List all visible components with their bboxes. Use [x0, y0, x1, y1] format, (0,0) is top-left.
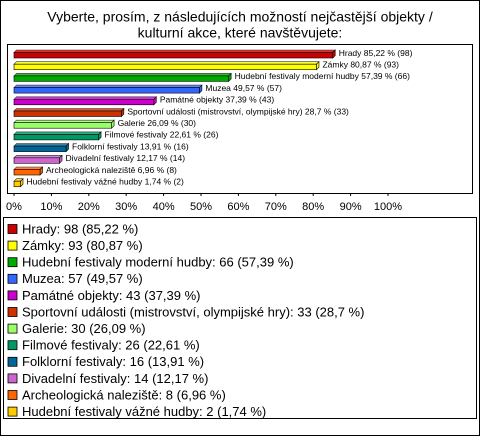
- legend-swatch: [7, 373, 18, 384]
- bar: [13, 122, 112, 129]
- data-label: Zámky 80,87 % (93): [322, 59, 399, 69]
- x-tick-label: 30%: [115, 201, 137, 213]
- bar: [13, 87, 200, 94]
- data-label: Sportovní události (mistrovství, olympij…: [127, 106, 349, 116]
- legend-swatch: [7, 257, 18, 268]
- bar-depth: [13, 166, 44, 170]
- bar-depth: [13, 96, 158, 100]
- legend-swatch: [7, 240, 18, 251]
- legend-label: Hrady: 98 (85,22 %): [22, 221, 138, 236]
- bar: [13, 145, 67, 152]
- data-label: Památné objekty 37,39 % (43): [160, 95, 275, 105]
- bar: [13, 157, 60, 164]
- legend-swatch: [7, 323, 18, 334]
- data-label: Galerie 26,09 % (30): [118, 118, 197, 128]
- legend-label: Sportovní události (mistrovství, olympij…: [22, 304, 364, 319]
- bar-depth: [13, 84, 203, 88]
- data-label: Muzea 49,57 % (57): [205, 83, 282, 93]
- legend-label: Zámky: 93 (80,87 %): [22, 238, 143, 253]
- legend-label: Divadelní festivaly: 14 (12,17 %): [22, 371, 208, 386]
- x-tick-label: 70%: [265, 201, 287, 213]
- bar-depth: [13, 108, 125, 112]
- legend-label: Památné objekty: 43 (37,39 %): [22, 288, 201, 303]
- legend-label: Galerie: 30 (26,09 %): [22, 321, 146, 336]
- x-tick-label: 10%: [40, 201, 62, 213]
- bar: [13, 99, 155, 106]
- legend-label: Folklorní festivaly: 16 (13,91 %): [22, 354, 204, 369]
- chart-title: Vyberte, prosím, z následujících možnost…: [47, 9, 433, 25]
- data-label: Archeologická naleziště 6,96 % (8): [46, 165, 177, 175]
- legend-swatch: [7, 273, 18, 284]
- bar-depth: [13, 131, 102, 135]
- bar-depth: [13, 61, 320, 65]
- bar: [13, 134, 99, 141]
- plot-frame: [7, 44, 473, 194]
- x-tick-label: 60%: [227, 201, 249, 213]
- legend-label: Muzea: 57 (49,57 %): [22, 271, 143, 286]
- x-tick-label: 100%: [374, 201, 402, 213]
- legend-label: Filmové festivaly: 26 (22,61 %): [22, 338, 200, 353]
- bar: [13, 180, 21, 187]
- bar: [13, 63, 317, 70]
- x-tick-label: 80%: [302, 201, 324, 213]
- legend-swatch: [7, 390, 18, 400]
- bar-depth: [13, 119, 115, 123]
- legend-swatch: [7, 224, 18, 234]
- data-label: Filmové festivaly 22,61 % (26): [105, 130, 219, 140]
- bar: [13, 169, 41, 176]
- data-label: Folklorní festivaly 13,91 % (16): [72, 141, 189, 151]
- x-tick-label: 50%: [190, 201, 212, 213]
- x-tick-label: 0%: [6, 201, 22, 213]
- bar-depth: [13, 155, 63, 159]
- data-label: Hrady 85,22 % (98): [339, 48, 413, 58]
- legend-swatch: [7, 290, 18, 301]
- legend-label: Hudební festivaly moderní hudby: 66 (57,…: [22, 255, 294, 270]
- legend-label: Archeologická naleziště: 8 (6,96 %): [22, 387, 226, 402]
- bar: [13, 110, 122, 117]
- legend-swatch: [7, 340, 18, 351]
- legend-swatch: [7, 307, 18, 317]
- data-label: Hudební festivaly moderní hudby 57,39 % …: [235, 71, 410, 81]
- bar-depth: [13, 143, 70, 147]
- legend-swatch: [7, 356, 18, 367]
- x-tick-label: 40%: [153, 201, 175, 213]
- data-label: Hudební festivaly vážné hudby 1,74 % (2): [27, 176, 185, 186]
- legend-label: Hudební festivaly vážné hudby: 2 (1,74 %…: [22, 404, 266, 419]
- chart-title: kulturní akce, které navštěvujete:: [138, 25, 343, 41]
- x-tick-label: 20%: [78, 201, 100, 213]
- bar: [13, 52, 334, 59]
- bar-depth: [13, 73, 232, 77]
- x-tick-label: 90%: [340, 201, 362, 213]
- legend-swatch: [7, 406, 18, 417]
- legend-frame: [3, 217, 477, 419]
- data-label: Divadelní festivaly 12,17 % (14): [66, 153, 186, 163]
- bar-depth: [13, 49, 336, 53]
- bar: [13, 75, 229, 82]
